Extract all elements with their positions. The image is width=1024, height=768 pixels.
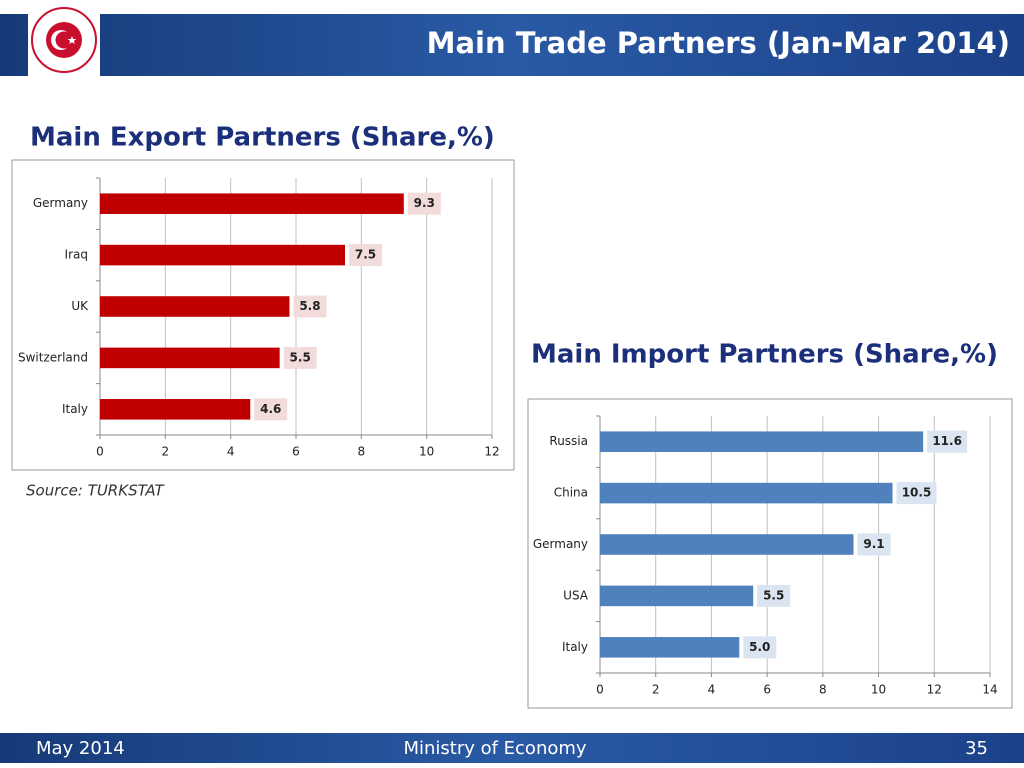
value-label-bg [896, 482, 937, 505]
value-label-bg [254, 398, 288, 421]
bar [100, 193, 404, 214]
value-label-bg [743, 636, 777, 659]
x-tick-label: 8 [358, 445, 366, 459]
bar [100, 244, 345, 266]
value-label: 5.0 [749, 640, 770, 654]
value-label-bg [407, 192, 441, 215]
bar [100, 347, 280, 369]
x-tick-label: 6 [292, 445, 300, 459]
bar [600, 637, 740, 658]
chart-title: Main Export Partners (Share,%) [30, 123, 495, 153]
footer-bar [0, 733, 1024, 763]
footer-page: 35 [965, 738, 988, 759]
footer-organization: Ministry of Economy [403, 738, 586, 759]
x-tick-label: 8 [819, 683, 827, 697]
y-tick-label: Russia [549, 434, 588, 448]
y-tick-label: Italy [62, 402, 88, 416]
value-label: 5.5 [763, 588, 784, 602]
logo [31, 7, 97, 73]
y-tick-label: Germany [533, 537, 588, 551]
value-label: 9.1 [863, 537, 884, 551]
x-tick-label: 4 [227, 445, 235, 459]
y-tick-label: Italy [562, 640, 588, 654]
value-label: 4.6 [260, 402, 281, 416]
y-tick-label: Iraq [65, 248, 88, 262]
x-tick-label: 10 [419, 445, 434, 459]
bar [100, 296, 290, 317]
y-tick-label: USA [563, 588, 589, 602]
x-tick-label: 6 [763, 683, 771, 697]
x-tick-label: 4 [708, 683, 716, 697]
value-label: 5.8 [299, 299, 320, 313]
bar [100, 399, 251, 420]
x-tick-label: 0 [96, 445, 104, 459]
x-tick-label: 10 [871, 683, 886, 697]
x-tick-label: 12 [484, 445, 499, 459]
slide-title: Main Trade Partners (Jan-Mar 2014) [427, 26, 1010, 60]
value-label: 5.5 [290, 350, 311, 364]
bar [600, 482, 893, 504]
x-tick-label: 12 [927, 683, 942, 697]
chart-title: Main Import Partners (Share,%) [531, 340, 998, 370]
value-label: 7.5 [355, 248, 376, 262]
y-tick-label: Germany [33, 196, 88, 210]
x-tick-label: 14 [982, 683, 997, 697]
y-tick-label: Switzerland [18, 350, 88, 364]
value-label-bg [927, 430, 968, 453]
bar [600, 585, 754, 607]
y-tick-label: UK [71, 299, 89, 313]
value-label-bg [757, 584, 791, 607]
x-tick-label: 0 [596, 683, 604, 697]
value-label-bg [349, 244, 382, 267]
value-label: 10.5 [902, 486, 932, 500]
bar [600, 534, 854, 555]
x-tick-label: 2 [652, 683, 660, 697]
header-bar [0, 14, 1024, 76]
value-label: 9.3 [414, 196, 435, 210]
footer-date: May 2014 [36, 738, 125, 759]
value-label-bg [857, 533, 891, 556]
x-tick-label: 2 [162, 445, 170, 459]
y-tick-label: China [554, 486, 588, 500]
bar [600, 431, 924, 452]
value-label-bg [283, 346, 317, 369]
value-label: 11.6 [932, 434, 962, 448]
source: Source: TURKSTAT [26, 482, 166, 500]
value-label-bg [293, 295, 327, 318]
